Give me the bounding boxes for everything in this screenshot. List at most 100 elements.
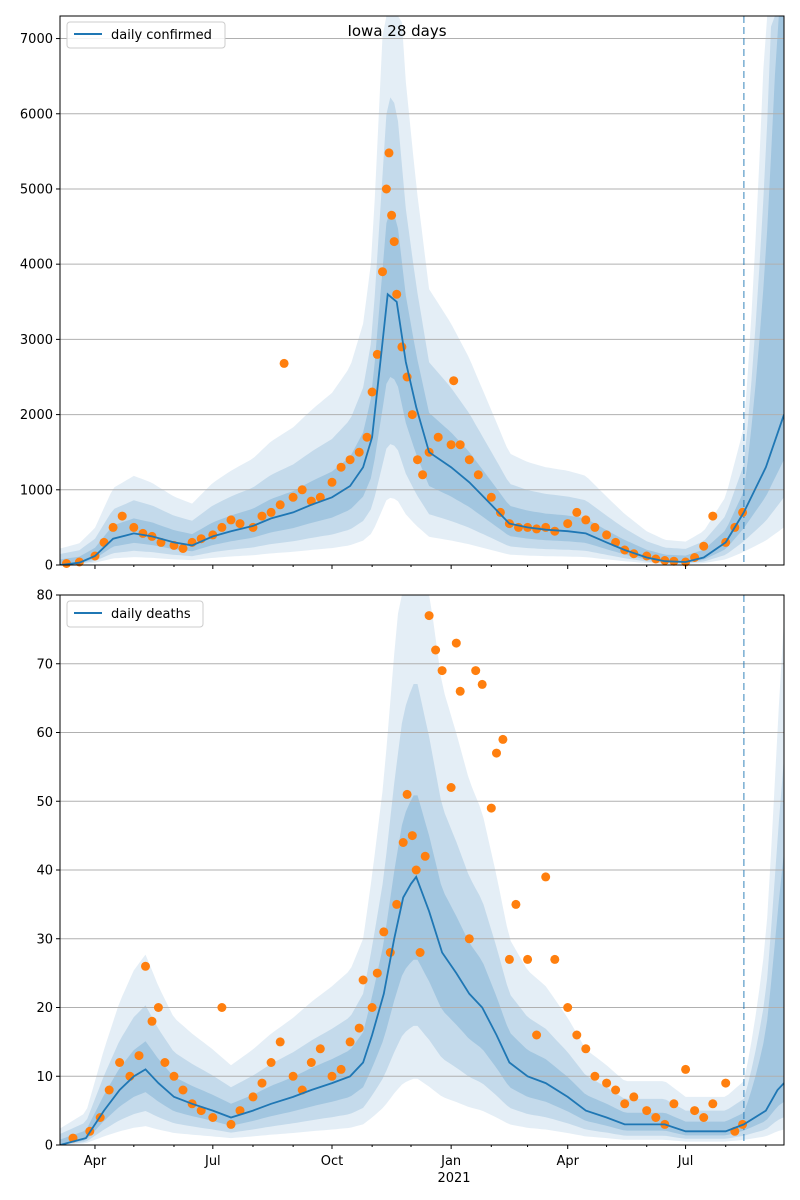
confirmed-legend: daily confirmed bbox=[66, 21, 226, 49]
deaths-observed-point bbox=[699, 1113, 709, 1122]
confirmed-observed-point bbox=[407, 410, 417, 420]
deaths-observed-point bbox=[532, 1030, 542, 1040]
confirmed-observed-point bbox=[464, 455, 474, 465]
confirmed-observed-point bbox=[387, 210, 397, 220]
deaths-observed-point bbox=[620, 1099, 630, 1109]
confirmed-observed-point bbox=[257, 511, 267, 521]
confirmed-observed-point bbox=[315, 492, 325, 502]
deaths-observed-point bbox=[511, 899, 521, 909]
confirmed-model-series-line bbox=[60, 292, 784, 565]
confirmed-band-3 bbox=[60, 16, 784, 565]
deaths-observed-point bbox=[372, 968, 382, 978]
deaths-observed-point bbox=[471, 666, 481, 676]
deaths-observed-point bbox=[134, 1051, 144, 1061]
deaths-observed-point bbox=[306, 1058, 316, 1067]
confirmed-observed-point bbox=[378, 267, 387, 277]
confirmed-model-line bbox=[60, 292, 784, 565]
confirmed-observed-point bbox=[108, 522, 118, 532]
deaths-observed-point bbox=[217, 1003, 227, 1012]
confirmed-observed-point bbox=[226, 515, 236, 525]
confirmed-observed-point bbox=[397, 342, 407, 352]
deaths-observed-point bbox=[407, 831, 417, 841]
deaths-observed-point bbox=[208, 1113, 218, 1122]
deaths-x-tick-label: Apr bbox=[556, 1154, 579, 1169]
deaths-observed-point bbox=[115, 1058, 125, 1067]
deaths-x-axis: Apr Jul Oct Jan Apr Jul bbox=[84, 1145, 767, 1169]
confirmed-observed-point bbox=[217, 522, 227, 532]
confirmed-y-tick-label: 0 bbox=[45, 559, 53, 574]
deaths-observed-point bbox=[611, 1085, 621, 1095]
chart-title: Iowa 28 days bbox=[347, 22, 446, 40]
deaths-model-series-line bbox=[60, 875, 784, 1145]
confirmed-y-tick-label: 5000 bbox=[20, 182, 53, 197]
deaths-y-tick-label: 40 bbox=[36, 864, 53, 879]
confirmed-observed-point bbox=[572, 507, 582, 517]
deaths-observed-point bbox=[431, 645, 441, 655]
confirmed-y-tick-label: 7000 bbox=[20, 32, 53, 47]
deaths-observed-point bbox=[266, 1058, 276, 1067]
deaths-observed-point bbox=[288, 1071, 298, 1081]
deaths-observed-point bbox=[315, 1044, 325, 1054]
confirmed-observed-point bbox=[362, 432, 372, 442]
deaths-chart: 0 10 20 30 40 50 60 70 80 Apr Jul Oct Jan Apr Jul 202… bbox=[36, 589, 785, 1186]
deaths-observed-point bbox=[402, 789, 412, 799]
deaths-observed-point bbox=[451, 638, 461, 648]
deaths-observed-point bbox=[477, 679, 487, 689]
confirmed-observed-point bbox=[590, 522, 600, 532]
deaths-observed-point bbox=[504, 954, 514, 964]
confirmed-observed-point bbox=[288, 492, 298, 502]
confirmed-y-tick-label: 2000 bbox=[20, 408, 53, 423]
deaths-observed-point bbox=[523, 954, 533, 964]
confirmed-band-1 bbox=[60, 16, 784, 565]
deaths-x-tick-label: Apr bbox=[84, 1154, 107, 1169]
confirmed-observed-point bbox=[392, 289, 402, 299]
deaths-observed-point bbox=[681, 1064, 691, 1074]
deaths-observed-point bbox=[415, 948, 425, 957]
confirmed-observed-point bbox=[708, 511, 718, 521]
deaths-observed-point bbox=[581, 1044, 591, 1054]
deaths-legend-box bbox=[66, 600, 204, 628]
deaths-observed-point bbox=[379, 927, 389, 937]
deaths-observed-point bbox=[563, 1003, 573, 1012]
deaths-observed-point bbox=[141, 961, 150, 971]
deaths-observed-point bbox=[178, 1085, 188, 1095]
confirmed-band-2 bbox=[60, 16, 784, 565]
deaths-y-tick-label: 0 bbox=[45, 1139, 53, 1154]
confirmed-axes-frame bbox=[59, 15, 785, 566]
confirmed-observed-point bbox=[563, 519, 573, 529]
deaths-observed-point bbox=[602, 1078, 612, 1088]
deaths-x-tick-label: Jul bbox=[204, 1154, 221, 1169]
confirmed-observed-point bbox=[486, 492, 496, 502]
confirmed-observed-point bbox=[413, 455, 422, 465]
deaths-observed-point bbox=[336, 1064, 346, 1074]
confirmed-observed-point bbox=[433, 432, 443, 442]
year-label: 2021 bbox=[437, 1171, 470, 1186]
confirmed-observed-point bbox=[279, 358, 289, 368]
confirmed-observed-point bbox=[117, 511, 127, 521]
deaths-y-axis: 0 10 20 30 40 50 60 70 80 bbox=[36, 589, 60, 1154]
deaths-observed-point bbox=[492, 748, 501, 758]
deaths-observed-point bbox=[541, 872, 551, 882]
deaths-observed-point bbox=[327, 1071, 337, 1081]
confirmed-observed-point bbox=[495, 507, 505, 517]
confirmed-y-tick-label: 6000 bbox=[20, 107, 53, 122]
deaths-observed-point bbox=[486, 803, 496, 813]
confirmed-legend-box bbox=[66, 21, 226, 49]
deaths-observed-point bbox=[642, 1106, 652, 1116]
confirmed-observed-point bbox=[473, 470, 483, 480]
confirmed-observed-point bbox=[455, 440, 465, 450]
deaths-y-tick-label: 20 bbox=[36, 1001, 53, 1016]
confirmed-y-axis: 0 1000 2000 3000 4000 5000 6000 7000 bbox=[20, 32, 60, 574]
confirmed-observed-point bbox=[178, 544, 188, 553]
deaths-observed-point bbox=[411, 865, 421, 875]
deaths-observed-point bbox=[550, 954, 560, 964]
deaths-y-tick-label: 80 bbox=[36, 589, 53, 604]
confirmed-observed-point bbox=[336, 462, 346, 472]
deaths-y-tick-label: 70 bbox=[36, 657, 53, 672]
deaths-gridlines bbox=[60, 663, 784, 1077]
confirmed-observed-point bbox=[384, 148, 394, 158]
deaths-observed-point bbox=[257, 1078, 267, 1088]
deaths-observed-point bbox=[169, 1071, 179, 1081]
deaths-y-tick-label: 10 bbox=[36, 1070, 53, 1085]
confirmed-legend-label: daily confirmed bbox=[111, 28, 212, 43]
